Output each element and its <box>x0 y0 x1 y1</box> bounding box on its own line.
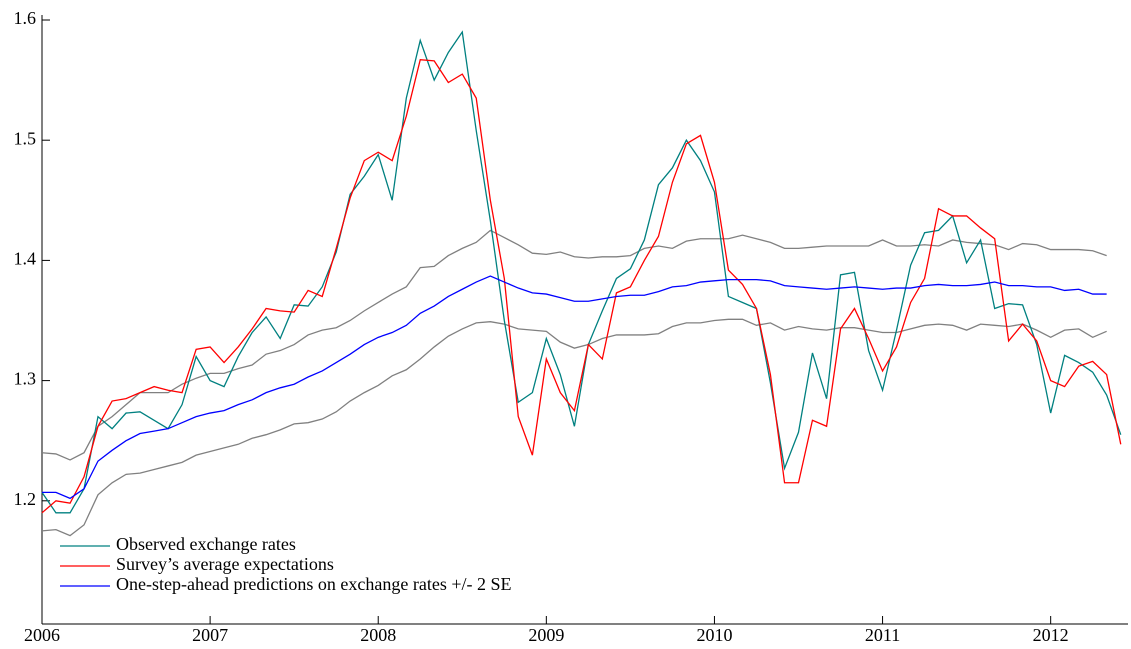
series-line <box>42 275 1107 500</box>
x-tick-label: 2007 <box>192 625 228 645</box>
y-tick-label: 1.6 <box>14 8 37 28</box>
y-tick-label: 1.3 <box>14 369 37 389</box>
x-tick-label: 2006 <box>24 625 60 645</box>
y-tick-label: 1.2 <box>14 489 37 509</box>
series-line <box>41 58 1122 514</box>
legend-label: One-step-ahead predictions on exchange r… <box>116 574 512 594</box>
series-line <box>41 229 1107 461</box>
legend-label: Observed exchange rates <box>116 534 296 554</box>
x-tick-label: 2009 <box>528 625 564 645</box>
y-tick-label: 1.5 <box>14 128 37 148</box>
legend-label: Survey’s average expectations <box>116 554 334 574</box>
series-line <box>41 318 1107 537</box>
y-tick-label: 1.4 <box>14 249 37 269</box>
x-tick-label: 2011 <box>865 625 900 645</box>
series-line <box>41 30 1122 514</box>
x-tick-label: 2008 <box>360 625 396 645</box>
x-tick-label: 2012 <box>1033 625 1069 645</box>
x-tick-label: 2010 <box>696 625 732 645</box>
